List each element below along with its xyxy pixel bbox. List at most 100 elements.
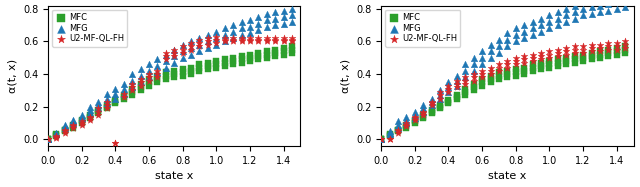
MFC (60, 128, 70, 131)
U2-MF-QL-FH (220, 38, 230, 41)
MFC (578, 56, 588, 59)
MFC (511, 74, 521, 77)
MFG (604, 9, 614, 12)
MFG (385, 130, 395, 133)
U2-MF-QL-FH (220, 37, 230, 40)
U2-MF-QL-FH (444, 84, 454, 87)
MFG (220, 33, 230, 36)
U2-MF-QL-FH (511, 63, 521, 66)
MFG (51, 131, 61, 134)
MFC (236, 58, 246, 61)
U2-MF-QL-FH (60, 130, 70, 133)
MFC (152, 81, 163, 84)
MFC (270, 55, 280, 58)
U2-MF-QL-FH (486, 73, 496, 76)
MFC (435, 104, 445, 107)
MFC (410, 120, 420, 123)
Legend: MFC, MFG, U2-MF-QL-FH: MFC, MFG, U2-MF-QL-FH (52, 10, 127, 47)
MFC (527, 63, 538, 66)
MFC (51, 134, 61, 137)
MFG (51, 133, 61, 136)
MFC (77, 118, 87, 121)
U2-MF-QL-FH (253, 38, 264, 41)
U2-MF-QL-FH (385, 138, 395, 141)
MFG (228, 30, 238, 33)
MFG (612, 7, 622, 10)
U2-MF-QL-FH (426, 102, 436, 105)
U2-MF-QL-FH (468, 79, 479, 82)
U2-MF-QL-FH (519, 55, 529, 58)
MFG (102, 97, 112, 100)
MFG (553, 24, 563, 27)
U2-MF-QL-FH (136, 84, 146, 87)
MFC (418, 117, 428, 120)
MFG (136, 74, 146, 77)
MFC (494, 71, 504, 74)
MFG (110, 97, 120, 100)
MFC (595, 56, 605, 59)
MFC (612, 50, 622, 53)
MFC (553, 58, 563, 61)
MFG (127, 73, 137, 76)
MFG (586, 0, 596, 2)
U2-MF-QL-FH (553, 48, 563, 51)
MFG (426, 97, 436, 100)
MFC (169, 76, 179, 79)
MFG (410, 113, 420, 116)
MFG (553, 17, 563, 20)
U2-MF-QL-FH (468, 76, 479, 79)
U2-MF-QL-FH (68, 123, 78, 126)
U2-MF-QL-FH (93, 107, 104, 110)
MFG (136, 68, 146, 71)
MFC (376, 138, 387, 141)
MFC (511, 68, 521, 71)
MFC (236, 55, 246, 58)
MFC (444, 100, 454, 103)
MFC (203, 68, 213, 71)
U2-MF-QL-FH (228, 37, 238, 40)
U2-MF-QL-FH (102, 104, 112, 107)
U2-MF-QL-FH (253, 40, 264, 43)
MFG (620, 0, 630, 2)
U2-MF-QL-FH (51, 135, 61, 138)
U2-MF-QL-FH (502, 66, 513, 69)
U2-MF-QL-FH (245, 38, 255, 41)
MFC (519, 73, 529, 76)
MFG (468, 63, 479, 66)
U2-MF-QL-FH (220, 40, 230, 43)
MFG (186, 53, 196, 56)
MFC (418, 115, 428, 118)
MFC (401, 123, 412, 126)
MFC (502, 76, 513, 79)
U2-MF-QL-FH (278, 37, 289, 40)
U2-MF-QL-FH (604, 45, 614, 48)
U2-MF-QL-FH (228, 40, 238, 43)
U2-MF-QL-FH (570, 45, 580, 48)
MFG (519, 37, 529, 40)
MFC (228, 56, 238, 59)
MFG (477, 63, 487, 66)
MFC (278, 50, 289, 53)
U2-MF-QL-FH (270, 38, 280, 41)
MFG (287, 7, 297, 10)
MFC (127, 91, 137, 94)
MFC (270, 48, 280, 51)
U2-MF-QL-FH (376, 138, 387, 141)
MFG (452, 79, 462, 82)
MFC (228, 60, 238, 63)
MFC (527, 66, 538, 69)
MFG (253, 16, 264, 19)
MFC (393, 130, 403, 133)
MFG (203, 40, 213, 43)
X-axis label: state x: state x (488, 171, 527, 181)
MFC (468, 82, 479, 85)
MFC (161, 77, 171, 80)
MFC (60, 130, 70, 133)
MFC (545, 66, 555, 69)
MFC (527, 69, 538, 72)
U2-MF-QL-FH (393, 128, 403, 131)
U2-MF-QL-FH (519, 58, 529, 61)
U2-MF-QL-FH (195, 38, 205, 41)
MFG (570, 4, 580, 7)
MFC (545, 60, 555, 63)
